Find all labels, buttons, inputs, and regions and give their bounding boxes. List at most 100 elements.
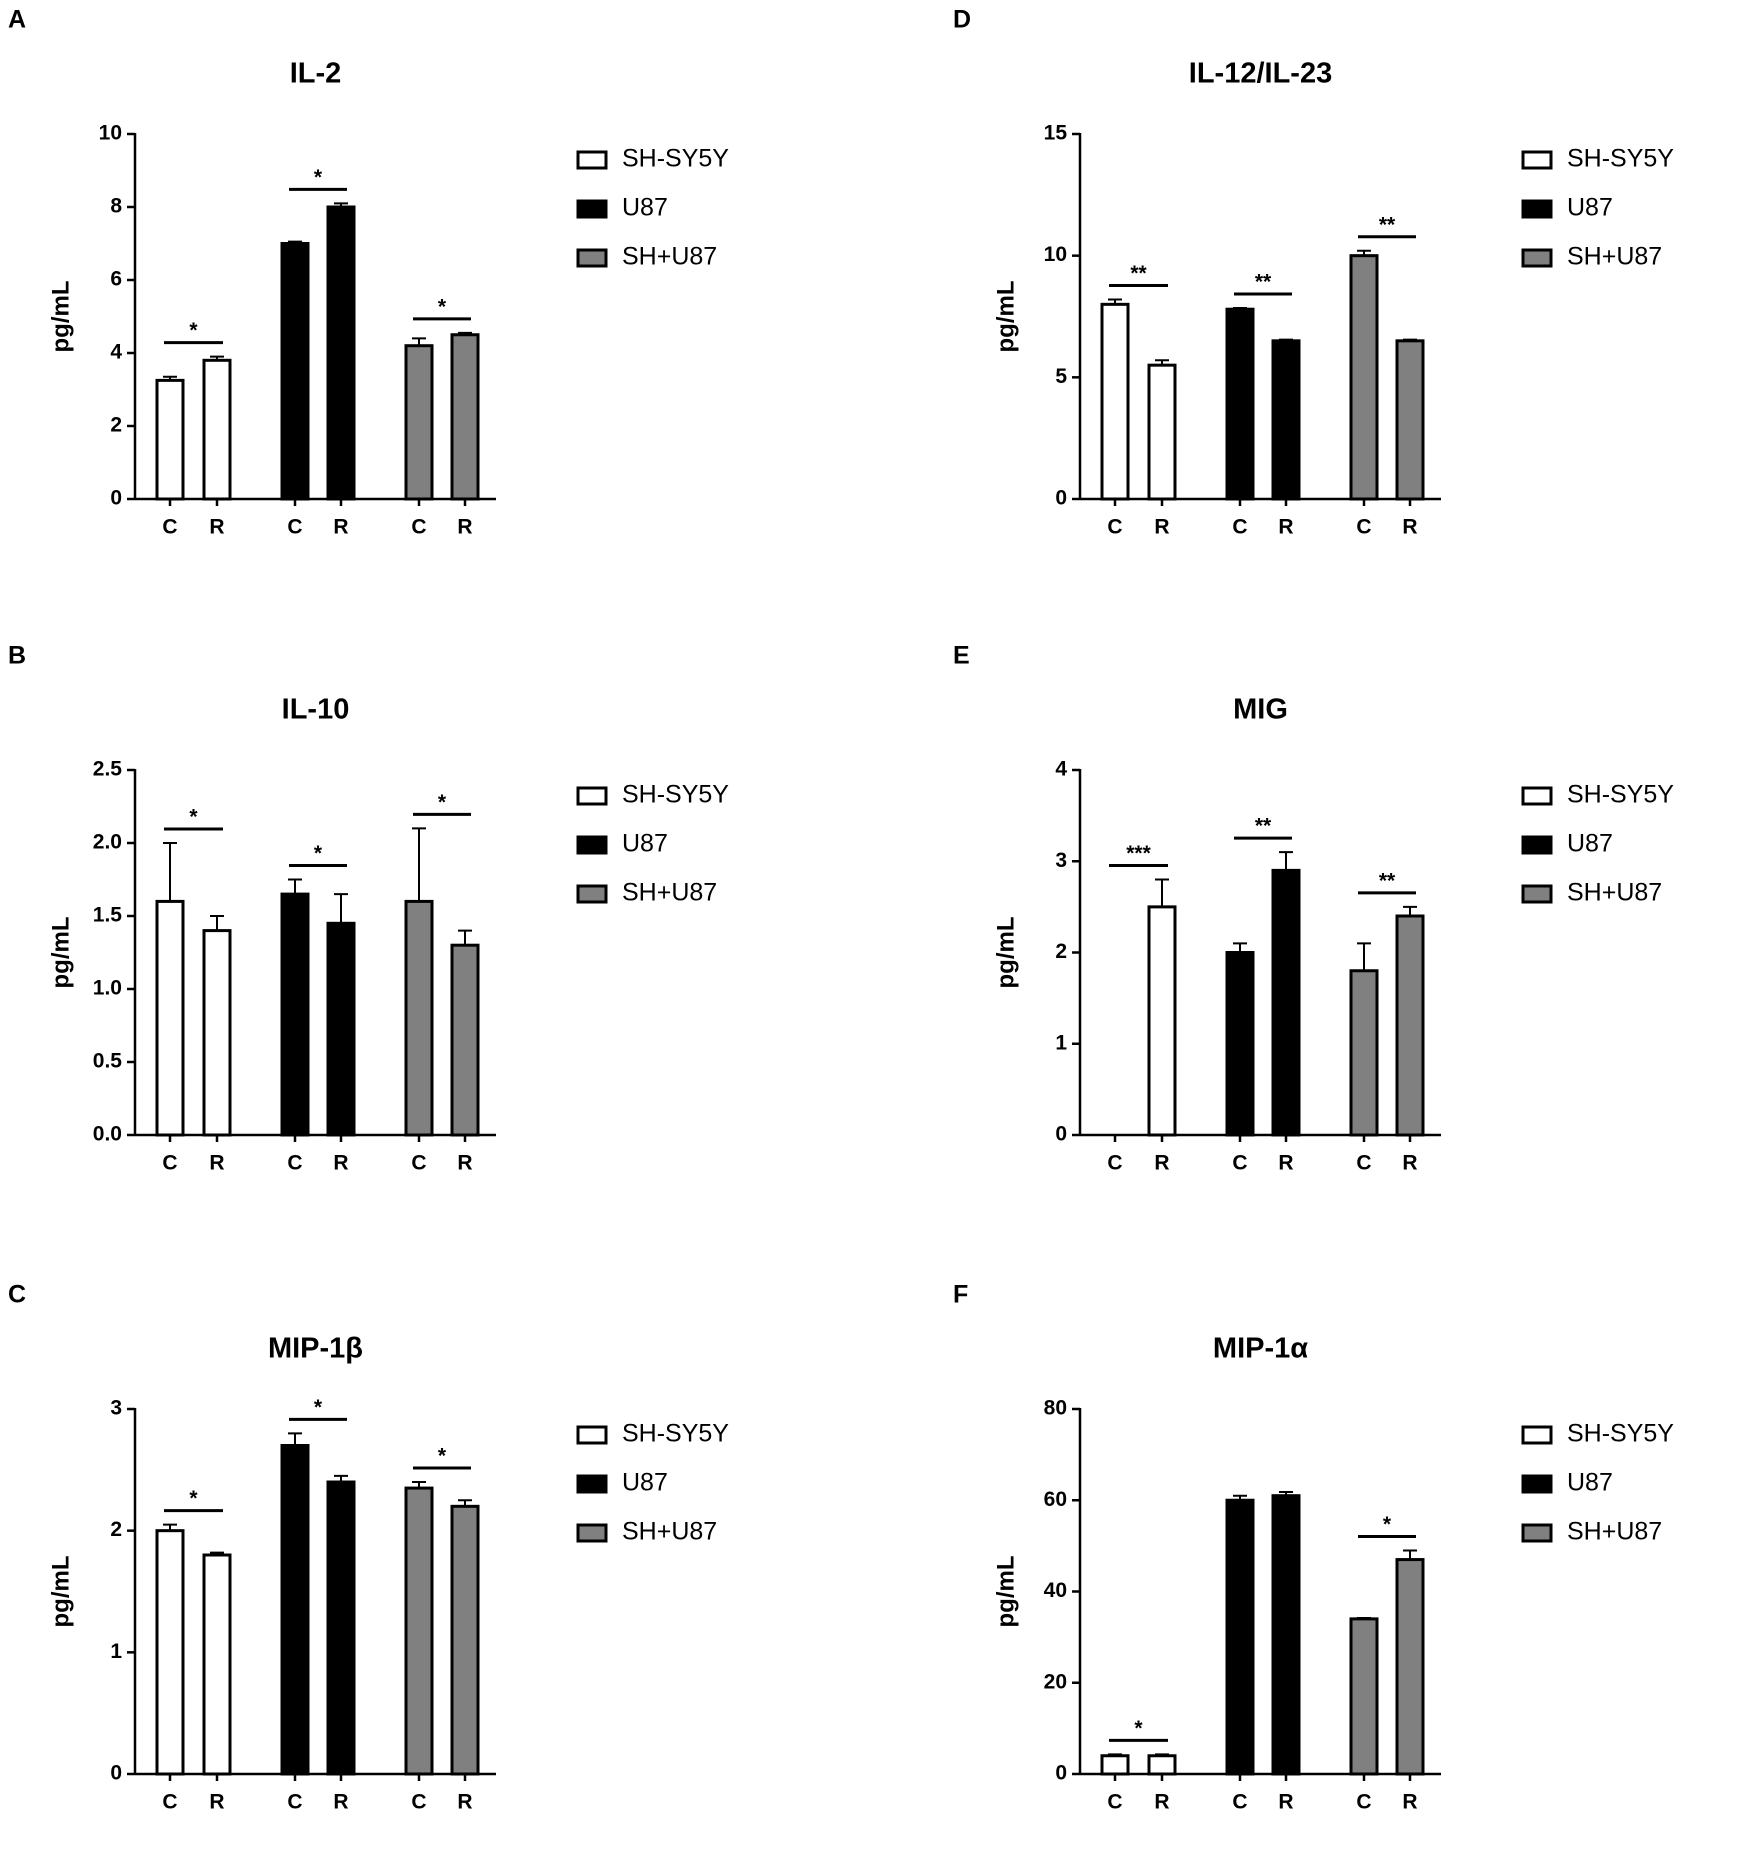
legend-swatch xyxy=(1521,835,1553,855)
significance-label: * xyxy=(438,1445,447,1468)
legend-swatch xyxy=(576,835,608,855)
bar xyxy=(1271,339,1301,501)
error-bar xyxy=(458,331,472,335)
bar xyxy=(155,899,185,1137)
y-tick-label: 10 xyxy=(99,122,122,145)
x-tick-label: C xyxy=(1356,516,1371,539)
error-bar xyxy=(288,878,302,895)
y-tick-label: 1 xyxy=(1055,1031,1067,1054)
y-axis-label: pg/mL xyxy=(992,917,1019,989)
y-axis-label: pg/mL xyxy=(992,1556,1019,1628)
bar xyxy=(1225,307,1255,501)
error-bar xyxy=(1357,1616,1371,1619)
legend-label: SH-SY5Y xyxy=(1567,1420,1674,1448)
x-tick-label: C xyxy=(411,1152,426,1175)
chart-panel: F MIP-1α pg/mL 0 20 40 60 80 C R * SH-SY5Y C R U87 C R * S… xyxy=(953,1281,1674,1814)
x-tick-label: C xyxy=(287,516,302,539)
x-tick-label: R xyxy=(333,1791,348,1814)
significance-label: * xyxy=(314,842,323,865)
error-bar xyxy=(210,355,224,361)
y-tick-label: 3 xyxy=(1055,849,1067,872)
y-tick-label: 0 xyxy=(1055,487,1067,510)
x-tick-label: C xyxy=(411,1791,426,1814)
error-bar xyxy=(1403,1549,1417,1560)
legend-label: U87 xyxy=(1567,1469,1613,1497)
x-tick-label: R xyxy=(457,1791,472,1814)
x-tick-label: R xyxy=(333,516,348,539)
legend-label: U87 xyxy=(622,830,668,858)
legend-swatch xyxy=(576,248,608,268)
x-tick-label: C xyxy=(1107,516,1122,539)
error-bar xyxy=(163,1523,177,1531)
x-tick-label: R xyxy=(1402,1152,1417,1175)
bar xyxy=(326,921,356,1137)
y-tick-label: 1.5 xyxy=(93,904,123,927)
bar xyxy=(1100,1754,1130,1776)
bar xyxy=(450,943,480,1137)
chart-panel: E MIG pg/mL 0 1 2 3 4 C R *** SH-SY5Y C R ** U87 C R ** SH+… xyxy=(953,642,1674,1175)
panel-letter: E xyxy=(953,642,970,670)
legend-label: SH+U87 xyxy=(622,1518,717,1546)
bar xyxy=(1100,302,1130,501)
panel-letter: C xyxy=(8,1281,26,1309)
error-bar xyxy=(210,915,224,931)
y-tick-label: 0.5 xyxy=(93,1050,123,1073)
significance-label: * xyxy=(314,166,323,189)
chart-panel: C MIP-1β pg/mL 0 1 2 3 C R * SH-SY5Y C R * U87 C R * SH+U8… xyxy=(8,1281,729,1814)
x-tick-label: R xyxy=(209,1152,224,1175)
legend-label: U87 xyxy=(1567,194,1613,222)
error-bar xyxy=(1357,942,1371,971)
x-tick-label: C xyxy=(1232,516,1247,539)
error-bar xyxy=(458,1499,472,1507)
bar xyxy=(1395,1558,1425,1776)
legend-swatch xyxy=(576,1474,608,1494)
x-tick-label: R xyxy=(333,1152,348,1175)
y-tick-label: 10 xyxy=(1044,243,1067,266)
x-tick-label: C xyxy=(1356,1791,1371,1814)
y-tick-label: 8 xyxy=(110,195,122,218)
error-bar xyxy=(334,893,348,924)
x-tick-label: C xyxy=(162,1152,177,1175)
chart-panel: D IL-12/IL-23 pg/mL 0 5 10 15 C R ** SH-SY5Y C R ** U8… xyxy=(953,6,1674,539)
y-tick-label: 15 xyxy=(1044,122,1068,145)
legend-label: SH+U87 xyxy=(1567,1518,1662,1546)
significance-label: * xyxy=(189,319,198,342)
x-tick-label: R xyxy=(1154,516,1169,539)
y-tick-label: 2.5 xyxy=(93,758,123,781)
x-tick-label: C xyxy=(1232,1791,1247,1814)
legend-label: U87 xyxy=(1567,830,1613,858)
y-tick-label: 0 xyxy=(110,487,122,510)
x-tick-label: R xyxy=(1402,1791,1417,1814)
y-axis-label: pg/mL xyxy=(47,281,74,353)
bar xyxy=(1395,914,1425,1137)
legend-label: SH+U87 xyxy=(1567,879,1662,907)
x-tick-label: R xyxy=(1402,516,1417,539)
bar xyxy=(404,344,434,501)
x-tick-label: R xyxy=(1278,1152,1293,1175)
legend-swatch xyxy=(1521,1523,1553,1543)
panel-letter: F xyxy=(953,1281,968,1309)
legend-swatch xyxy=(576,786,608,806)
legend-swatch xyxy=(1521,786,1553,806)
bar xyxy=(280,242,310,501)
bar xyxy=(1271,868,1301,1137)
chart-panel: B IL-10 pg/mL 0.0 0.5 1.0 1.5 2.0 2.5 C R * SH-SY5Y C… xyxy=(8,642,729,1175)
legend-label: U87 xyxy=(622,1469,668,1497)
bar xyxy=(155,1529,185,1776)
chart-panel: A IL-2 pg/mL 0 2 4 6 8 10 C R * SH-SY5Y C R * U87 C R * SH+U… xyxy=(8,6,729,539)
error-bar xyxy=(1279,1491,1293,1496)
bar xyxy=(1147,363,1177,501)
y-tick-label: 6 xyxy=(110,268,122,291)
x-tick-label: R xyxy=(1278,516,1293,539)
error-bar xyxy=(1108,1753,1122,1756)
significance-label: ** xyxy=(1379,869,1396,892)
bar xyxy=(1349,254,1379,501)
significance-label: * xyxy=(438,791,447,814)
bar xyxy=(326,205,356,501)
legend-swatch xyxy=(1521,150,1553,170)
x-tick-label: C xyxy=(162,516,177,539)
y-tick-label: 4 xyxy=(110,341,122,364)
bar xyxy=(404,1486,434,1776)
error-bar xyxy=(334,1474,348,1482)
